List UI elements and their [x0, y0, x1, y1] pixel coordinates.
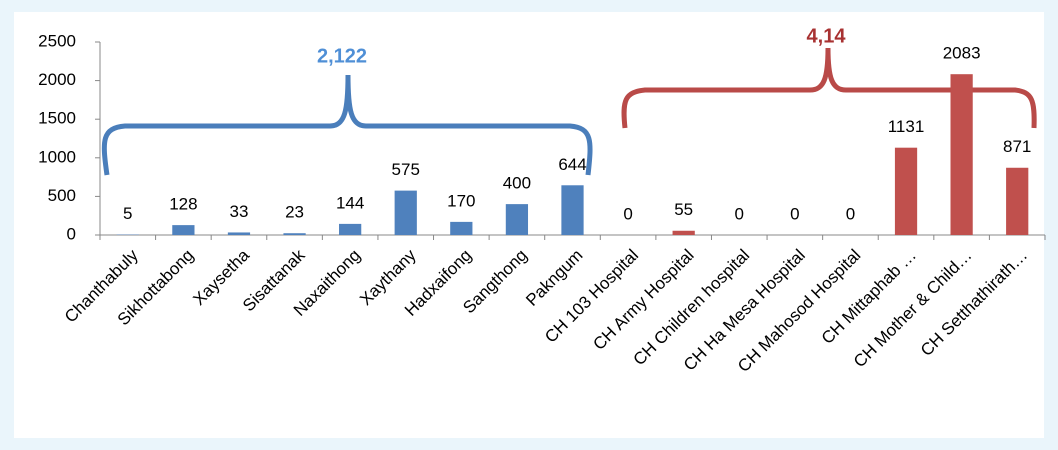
y-tick-label: 2000 — [38, 70, 76, 89]
bar — [394, 190, 417, 235]
data-label: 5 — [123, 204, 132, 223]
bar — [672, 230, 695, 235]
data-label: 400 — [503, 174, 531, 193]
y-tick-label: 2500 — [38, 31, 76, 50]
brace-red — [621, 47, 1037, 129]
y-tick-label: 500 — [48, 186, 76, 205]
data-label: 128 — [169, 195, 197, 214]
brace-blue — [101, 74, 593, 176]
annotation: 4,14 — [807, 25, 847, 47]
data-label: 23 — [285, 203, 304, 222]
y-tick-label: 1500 — [38, 109, 76, 128]
bar — [950, 74, 973, 235]
data-label: 0 — [735, 204, 744, 223]
data-label: 644 — [558, 155, 586, 174]
y-tick-label: 1000 — [38, 147, 76, 166]
data-label: 0 — [623, 204, 632, 223]
data-label: 2083 — [943, 44, 981, 63]
plot-background — [14, 12, 1044, 438]
bar — [172, 225, 195, 235]
data-label: 33 — [230, 202, 249, 221]
bar — [227, 232, 251, 235]
bar — [450, 221, 473, 235]
bar — [894, 147, 918, 235]
data-label: 0 — [846, 204, 855, 223]
bar — [505, 204, 529, 235]
bar — [339, 223, 362, 235]
data-label: 144 — [336, 193, 364, 212]
data-label: 871 — [1003, 137, 1031, 156]
y-tick-label: 0 — [67, 224, 76, 243]
data-label: 1131 — [888, 117, 925, 136]
bar — [561, 185, 584, 235]
data-label: 0 — [790, 204, 799, 223]
bar — [1006, 167, 1029, 235]
data-label: 575 — [392, 160, 420, 179]
data-label: 170 — [447, 191, 475, 210]
bar — [283, 233, 306, 235]
annotation: 2,122 — [317, 45, 367, 67]
data-label: 55 — [674, 200, 693, 219]
